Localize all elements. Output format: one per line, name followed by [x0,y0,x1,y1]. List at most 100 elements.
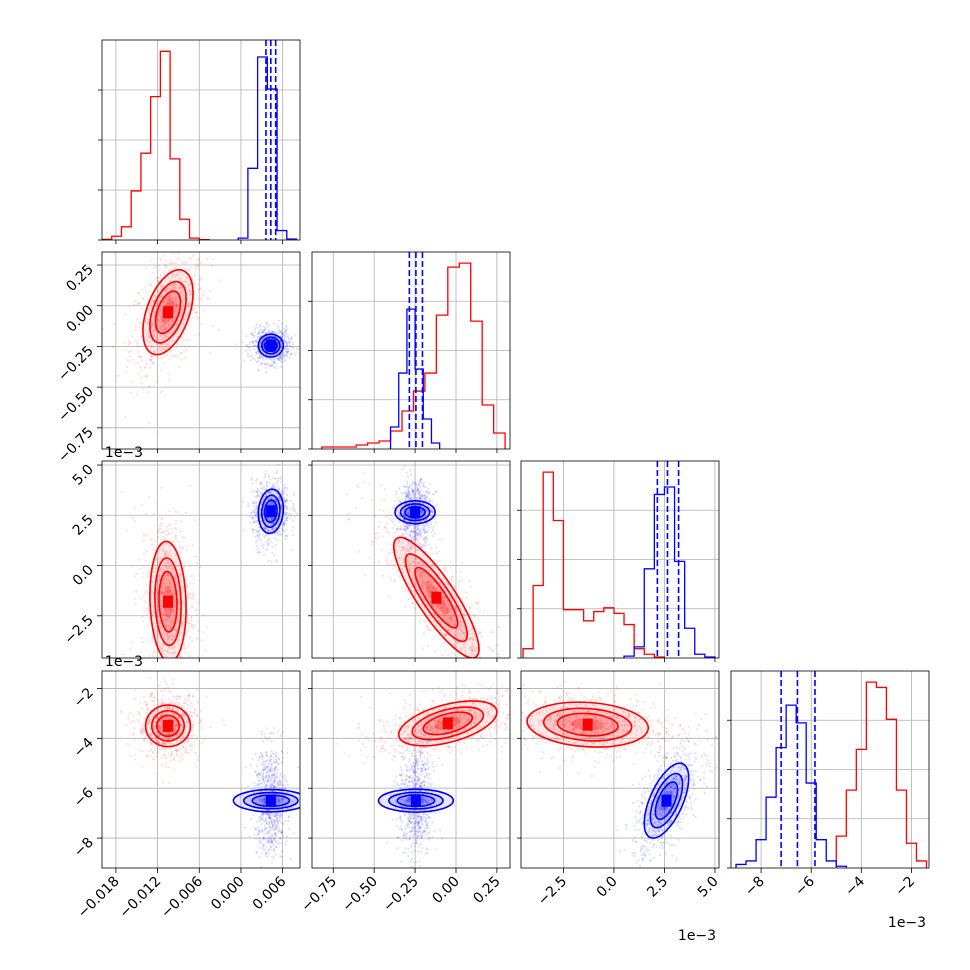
sample-point [186,751,189,754]
sample-point [404,486,407,489]
sample-point [408,552,411,555]
sample-point [397,540,400,543]
sample-point [413,496,416,499]
sample-point [275,477,278,480]
sample-point [172,591,175,594]
sample-point [272,503,275,506]
sample-point [162,578,165,582]
sample-point [266,540,269,543]
sample-point [386,522,389,525]
sample-point [264,356,268,359]
sample-point [279,530,282,533]
sample-point [168,628,171,632]
sample-point [173,291,176,295]
sample-point [428,499,432,502]
sample-point [269,541,273,544]
sample-point [457,661,459,663]
sample-point [423,619,426,622]
sample-point [183,742,186,745]
sample-point [178,759,182,762]
sample-point [265,335,268,338]
sample-point [275,471,279,475]
sample-point [474,666,476,668]
sample-point [247,502,250,505]
sample-point [117,374,120,377]
sample-point [248,346,251,349]
sample-point [163,536,166,540]
sample-point [272,485,275,488]
sample-point [191,597,194,600]
sample-point [188,699,191,702]
sample-point [194,282,197,286]
sample-point [276,538,279,542]
sample-point [161,592,164,595]
sample-point [435,546,438,549]
sample-point [491,649,495,652]
sample-point [196,298,199,301]
sample-point [169,610,172,613]
sample-point [162,643,165,646]
sample-point [144,691,146,693]
sample-point [162,569,165,572]
sample-point [441,538,444,541]
sample-point [177,680,179,682]
sample-point [393,564,396,567]
sample-point [406,486,409,489]
sample-point [171,288,174,291]
sample-point [159,622,162,625]
sample-point [255,489,259,493]
sample-point [248,348,252,351]
sample-point [210,264,214,268]
sample-point [164,748,167,751]
sample-point [271,484,274,487]
sample-point [374,536,377,540]
sample-point [169,555,172,558]
sample-point [275,356,278,360]
sample-point [154,540,157,543]
sample-point [401,586,404,589]
sample-point [277,463,280,467]
sample-point [384,525,387,528]
sample-point [172,300,175,304]
sample-point [248,355,251,358]
sample-point [167,636,170,639]
sample-point [164,756,168,759]
sample-point [256,335,259,338]
sample-point [145,363,149,366]
sample-point [161,662,163,664]
sample-point [255,338,259,342]
sample-point [166,298,169,301]
sample-point [422,543,425,547]
sample-point [139,355,143,358]
sample-point [181,744,184,748]
sample-point [468,664,470,666]
sample-point [180,622,183,625]
sample-point [355,507,358,510]
sample-point [159,590,162,594]
sample-point [135,302,138,305]
sample-point [134,325,137,328]
sample-point [167,373,170,376]
sample-point [282,523,285,526]
sample-point [141,732,144,735]
sample-point [427,543,430,546]
sample-point [161,350,164,353]
sample-point [279,477,282,481]
sample-point [194,268,197,271]
sample-point [144,592,147,595]
sample-point [171,566,175,570]
contour-line [257,333,285,358]
sample-point [166,590,170,593]
sample-point [286,506,289,509]
sample-point [280,342,283,345]
sample-point [263,553,266,556]
sample-point [176,308,179,311]
sample-point [422,481,425,484]
sample-point [150,537,153,541]
sample-point [196,265,199,268]
sample-point [161,571,164,574]
sample-point [166,346,169,350]
sample-point [479,663,481,665]
sample-point [143,366,146,369]
sample-point [166,298,169,301]
